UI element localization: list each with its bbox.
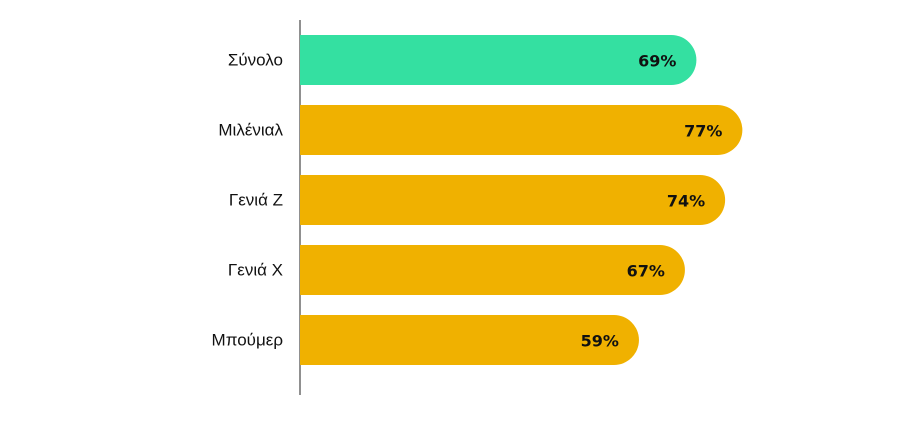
category-label-4: Μπούμερ [212, 331, 283, 350]
category-label-3: Γενιά Χ [228, 261, 283, 280]
bar-2 [300, 175, 726, 225]
bar-4 [300, 315, 639, 365]
bar-1 [300, 105, 743, 155]
category-label-2: Γενιά Ζ [229, 191, 283, 210]
value-label-1: 77% [684, 122, 722, 141]
value-label-3: 67% [627, 262, 665, 281]
bar-0 [300, 35, 697, 85]
value-label-2: 74% [667, 192, 705, 211]
category-label-1: Μιλένιαλ [218, 121, 283, 140]
bar-3 [300, 245, 685, 295]
bar-series: Σύνολο 69% Μιλένιαλ 77% Γενιά Ζ 74% Γενιά Χ 67%… [212, 35, 743, 365]
value-label-4: 59% [581, 332, 619, 351]
category-label-0: Σύνολο [228, 51, 283, 70]
value-label-0: 69% [638, 52, 676, 71]
